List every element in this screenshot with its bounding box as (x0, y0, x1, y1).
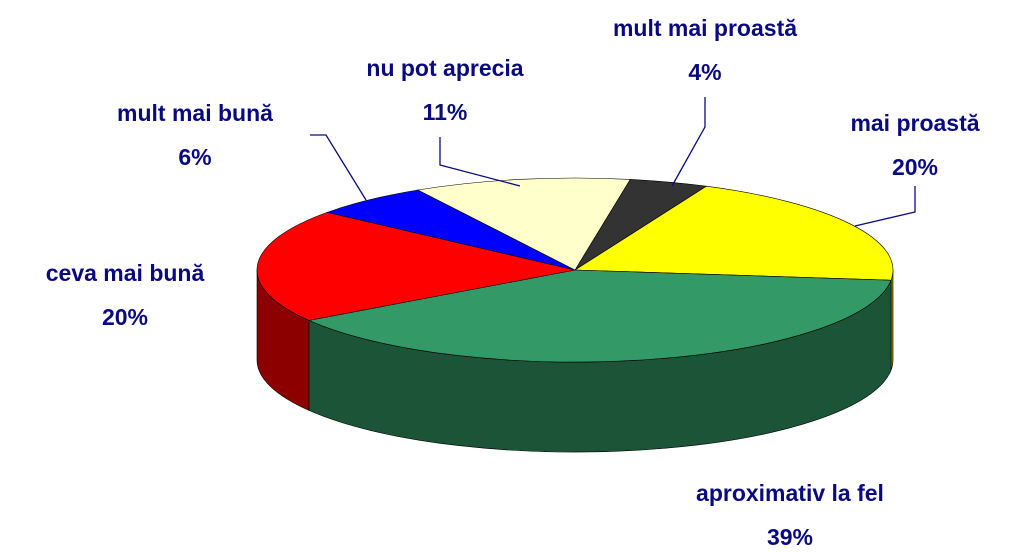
pie-slice (416, 177, 631, 271)
pie-slice (256, 212, 576, 321)
slice-label: mai proastă (850, 110, 979, 136)
slice-value-label: 11% (423, 99, 468, 125)
slice-label: ceva mai bună (46, 260, 205, 286)
leader-line (310, 134, 367, 201)
pie-slice (326, 189, 576, 271)
leader-line (854, 186, 916, 227)
leader-line (671, 97, 706, 187)
slice-value-label: 6% (178, 144, 211, 170)
slice-label: aproximativ la fel (696, 480, 884, 506)
slice-label: nu pot aprecia (366, 55, 523, 81)
leader-line (439, 137, 521, 187)
slice-label: mult mai bună (117, 100, 273, 126)
slice-value-label: 4% (688, 59, 721, 85)
slice-value-label: 39% (767, 524, 813, 548)
slice-label: mult mai proastă (613, 15, 797, 41)
pie-slice (574, 185, 894, 281)
slice-value-label: 20% (892, 154, 938, 180)
slice-value-label: 20% (102, 304, 148, 330)
